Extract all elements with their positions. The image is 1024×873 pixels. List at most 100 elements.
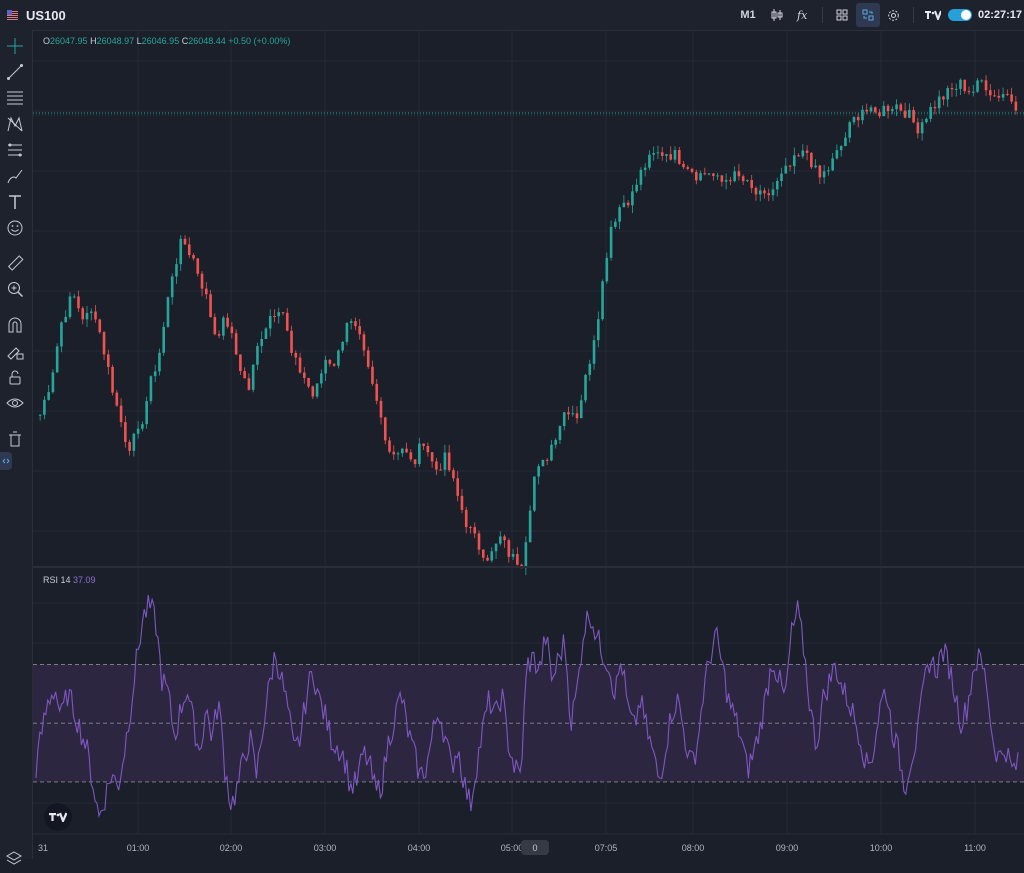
trend-line-icon[interactable] [4, 61, 26, 83]
candle-body [639, 169, 643, 185]
candle-body [707, 173, 711, 175]
layers-icon[interactable] [5, 850, 23, 873]
candle-body [264, 328, 268, 339]
candle-body [567, 412, 570, 415]
candle-body [584, 374, 587, 401]
candle-body [170, 276, 174, 298]
brush-icon[interactable] [4, 165, 26, 187]
candle-body [771, 189, 775, 196]
layout-icon[interactable] [830, 3, 854, 27]
candle-body [524, 542, 528, 569]
symbol-name[interactable]: US100 [26, 7, 66, 23]
candle-body [422, 443, 425, 447]
projection-icon[interactable] [4, 139, 26, 161]
candle-body [899, 104, 903, 111]
candle-body [430, 452, 434, 462]
candle-body [179, 238, 183, 265]
candle-body [187, 244, 191, 256]
candle-body [115, 392, 119, 406]
candle-body [354, 321, 357, 327]
candle-body [516, 553, 519, 565]
candle-body [784, 165, 788, 174]
candle-body [891, 109, 894, 112]
candle-body [554, 440, 557, 445]
candle-body [814, 165, 817, 168]
text-icon[interactable] [4, 191, 26, 213]
candle-body [55, 346, 59, 373]
candle-body [741, 176, 745, 182]
candle-body [303, 372, 306, 378]
candle-body [592, 340, 596, 364]
drawing-toolbar [0, 30, 33, 865]
candle-body [848, 122, 851, 138]
candle-body [247, 378, 251, 390]
candle-body [358, 326, 361, 335]
candle-body [737, 171, 741, 177]
candle-body [285, 312, 289, 331]
hide-toolbar-handle[interactable] [0, 452, 12, 470]
candle-body [703, 173, 707, 175]
candle-body [997, 95, 1001, 98]
lock-drawing-icon[interactable] [4, 340, 26, 362]
chart-area[interactable] [33, 31, 1024, 839]
candle-body [716, 175, 719, 177]
low-value: 26046.95 [141, 36, 180, 46]
scroll-to-realtime-button[interactable]: 0 [521, 840, 549, 855]
unlock-icon[interactable] [4, 366, 26, 388]
candle-body [869, 107, 873, 112]
candle-body [68, 296, 72, 317]
ohlc-legend: O26047.95 H26048.97 L26046.95 C26048.44 … [43, 36, 290, 46]
toggle-switch[interactable] [947, 9, 972, 21]
candle-body [175, 264, 178, 277]
ruler-icon[interactable] [4, 252, 26, 274]
candle-body [729, 180, 732, 182]
candle-body [797, 155, 800, 157]
candle-body [426, 446, 430, 453]
candle-body [213, 317, 217, 335]
rsi-legend[interactable]: RSI 14 37.09 [43, 575, 96, 585]
pattern-icon[interactable] [4, 113, 26, 135]
gear-icon[interactable] [882, 3, 906, 27]
candle-body [396, 453, 400, 455]
candle-body [77, 296, 80, 309]
candle-body [200, 273, 204, 289]
zoom-icon[interactable] [4, 278, 26, 300]
timeframe-button[interactable]: M1 [740, 9, 756, 21]
magnet-icon[interactable] [4, 314, 26, 336]
fx-icon[interactable]: fx [791, 3, 815, 27]
candle-body [652, 153, 655, 155]
eye-icon[interactable] [4, 392, 26, 414]
candle-body [217, 334, 221, 336]
candle-body [383, 417, 387, 441]
candle-body [388, 440, 391, 452]
crosshair-icon[interactable] [4, 35, 26, 57]
candle-body [903, 110, 907, 118]
candle-body [435, 461, 438, 470]
candle-body [452, 470, 455, 479]
candle-body [571, 413, 575, 415]
candle-body [320, 373, 323, 384]
fib-icon[interactable] [4, 87, 26, 109]
candle-body [669, 154, 673, 160]
candle-body [946, 87, 949, 100]
candle-body [912, 109, 915, 123]
emoji-icon[interactable] [4, 217, 26, 239]
rsi-band [33, 664, 1024, 782]
close-label: C [181, 36, 189, 46]
separator [821, 7, 823, 23]
candles-icon[interactable] [765, 3, 789, 27]
candle-body [490, 551, 494, 561]
candle-body [256, 346, 259, 365]
candle-body [827, 170, 830, 172]
tradingview-logo[interactable] [44, 803, 72, 831]
candle-body [315, 383, 319, 397]
candle-body [362, 334, 366, 351]
trash-icon[interactable] [4, 428, 26, 450]
candle-body [895, 104, 898, 110]
candle-body [686, 167, 690, 169]
sync-icon[interactable] [855, 3, 880, 27]
candle-body [328, 359, 332, 364]
time-label: 04:00 [407, 843, 431, 853]
candle-body [822, 171, 826, 178]
candle-body [1006, 93, 1009, 95]
